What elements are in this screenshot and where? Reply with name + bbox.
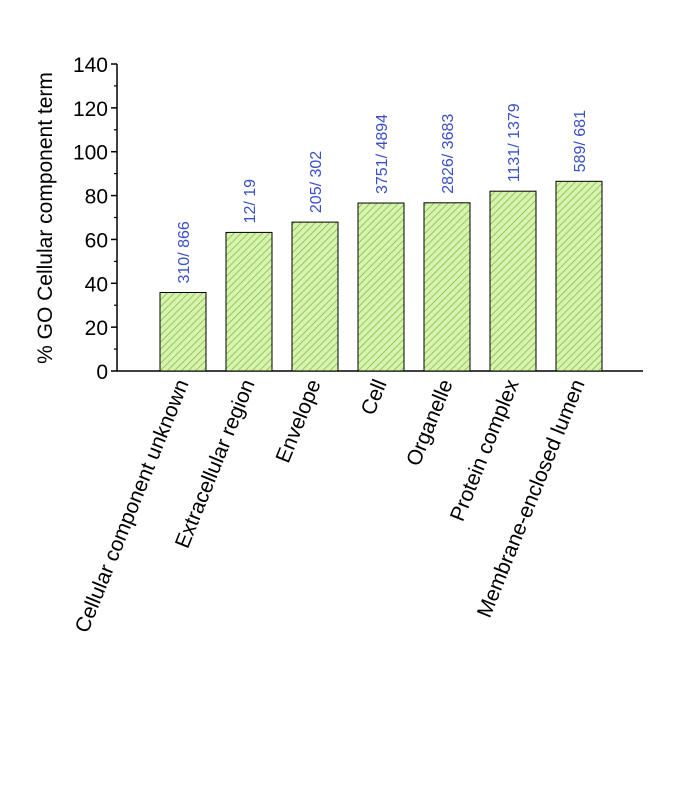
y-tick-label: 60 (85, 229, 108, 252)
bar-value-label: 589/ 681 (572, 110, 589, 172)
y-tick-label: 80 (85, 186, 108, 209)
bar-value-label: 205/ 302 (308, 151, 325, 213)
y-axis-title: % GO Cellular component term (34, 72, 57, 364)
y-tick-label: 120 (73, 98, 108, 121)
bar-value-label: 310/ 866 (176, 221, 193, 283)
bar-value-label: 12/ 19 (242, 179, 259, 224)
bar-value-label: 3751/ 4894 (374, 114, 391, 194)
bar-series (159, 180, 603, 372)
bar (489, 190, 537, 372)
bar-value-label: 2826/ 3683 (440, 114, 457, 194)
category-label: Cell (357, 376, 392, 418)
bar (555, 180, 603, 372)
bar (291, 221, 339, 372)
category-label: Envelope (272, 376, 326, 466)
y-tick-label: 40 (85, 273, 108, 296)
y-tick-label: 0 (96, 361, 108, 384)
y-tick-label: 140 (73, 54, 108, 77)
category-label: Cellular component unknown (71, 376, 194, 636)
bar (225, 231, 273, 372)
bar (423, 202, 471, 372)
category-label: Protein complex (446, 376, 524, 525)
bar (357, 202, 405, 372)
y-tick-label: 100 (73, 142, 108, 165)
bar-value-label: 1131/ 1379 (506, 103, 523, 182)
y-axis: 0 20 40 60 80 100 120 140 (73, 54, 118, 384)
category-label: Organelle (402, 376, 457, 469)
category-label-group: Cellular component unknownExtracellular … (71, 376, 590, 636)
y-tick-label: 20 (85, 317, 108, 340)
bar-label-group: 310/ 866 12/ 19 205/ 302 3751/ 4894 2826/ 36… (176, 103, 589, 283)
bar (159, 291, 207, 372)
